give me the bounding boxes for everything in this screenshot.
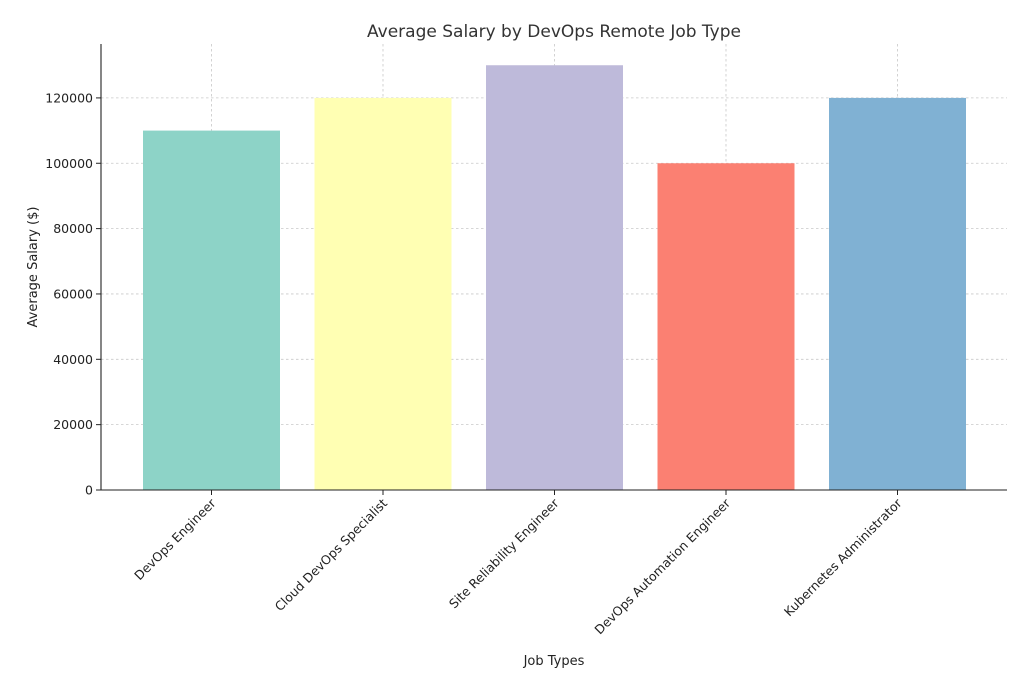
x-tick-label: Cloud DevOps Specialist <box>272 495 391 614</box>
bar <box>143 130 280 491</box>
y-tick-label: 0 <box>85 483 93 498</box>
x-tick-label: DevOps Automation Engineer <box>591 495 733 637</box>
bar <box>486 65 623 490</box>
x-tick-layer: DevOps Engineer Cloud DevOps Specialist Si… <box>131 490 905 637</box>
y-tick-label: 100000 <box>45 156 93 171</box>
bar-layer <box>143 65 966 491</box>
bar <box>829 97 966 491</box>
y-tick-label: 120000 <box>45 90 93 105</box>
y-tick-layer: 0 20000 40000 60000 80000 100000 120000 <box>45 90 101 498</box>
x-axis-label: Job Types <box>523 654 585 669</box>
y-tick-label: 40000 <box>53 352 93 367</box>
chart-title: Average Salary by DevOps Remote Job Type <box>367 22 741 42</box>
y-axis-label: Average Salary ($) <box>26 207 41 328</box>
y-tick-label: 60000 <box>53 286 93 301</box>
bar <box>657 163 795 490</box>
y-tick-label: 20000 <box>53 417 93 432</box>
x-tick-label: Site Reliability Engineer <box>446 495 562 611</box>
x-tick-label: Kubernetes Administrator <box>781 495 905 619</box>
bar <box>314 97 452 491</box>
y-tick-label: 80000 <box>53 221 93 236</box>
x-tick-label: DevOps Engineer <box>131 495 219 583</box>
